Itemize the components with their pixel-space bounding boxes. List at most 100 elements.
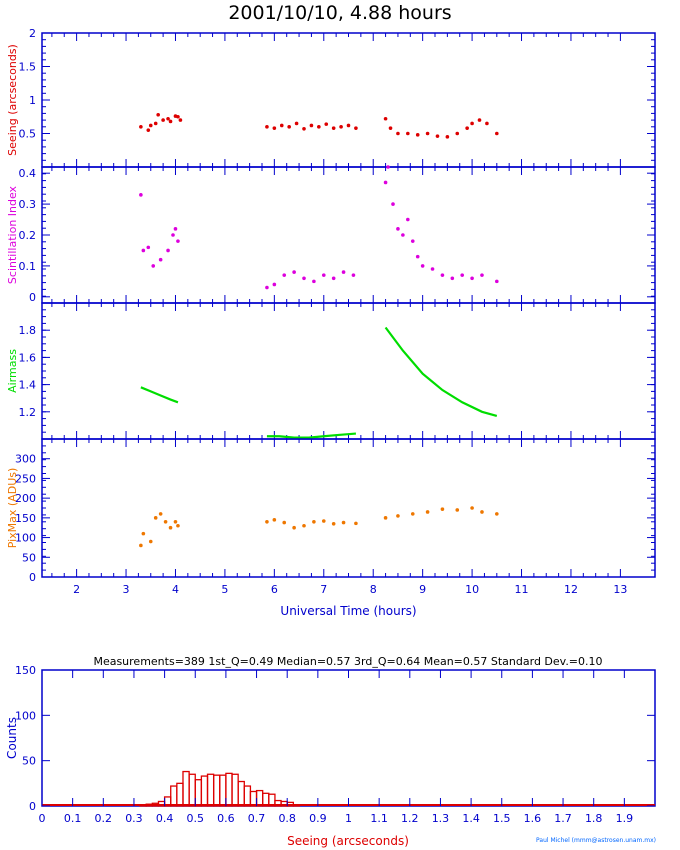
histogram-xtick-label: 0.5 <box>187 812 205 825</box>
pixmax-point <box>321 519 326 523</box>
histogram-ytick-label: 0 <box>29 800 36 813</box>
histogram-xtick-label: 1.6 <box>524 812 542 825</box>
seeing-point <box>279 123 284 128</box>
pixmax-point <box>139 543 143 548</box>
pixmax-ytick-label: 50 <box>22 551 36 564</box>
pixmax-point <box>141 531 146 536</box>
histogram-ytick-label: 100 <box>15 709 36 722</box>
scintillation-point <box>282 273 287 277</box>
seeing-ytick-label: 0.5 <box>19 128 37 141</box>
histogram-bar <box>243 785 252 807</box>
histogram-xlabel: Seeing (arcseconds) <box>287 834 409 848</box>
pixmax-ytick-label: 0 <box>29 571 36 584</box>
scintillation-ytick-label: 0.2 <box>19 229 37 242</box>
seeing-ytick-label: 1 <box>29 94 36 107</box>
histogram-bar <box>231 773 239 807</box>
time-xtick-label: 11 <box>515 583 529 596</box>
time-xtick-label: 9 <box>419 583 426 596</box>
scintillation-point <box>139 193 143 197</box>
time-xtick-label: 12 <box>564 583 578 596</box>
histogram-bar <box>176 782 184 807</box>
scintillation-point <box>495 279 499 284</box>
scintillation-point <box>272 282 277 287</box>
credit-text: Paul Michel (mmm@astrosen.unam.mx) <box>536 837 656 844</box>
scintillation-ytick-label: 0 <box>29 291 36 304</box>
histogram-xtick-label: 0.4 <box>156 812 174 825</box>
histogram-bar <box>170 785 178 807</box>
seeing-panel-frame <box>41 32 656 168</box>
pixmax-point <box>341 520 346 525</box>
pixmax-point <box>354 521 358 526</box>
seeing-point <box>406 131 410 136</box>
time-xtick-label: 2 <box>73 583 80 596</box>
pixmax-point <box>168 525 173 530</box>
histogram-xtick-label: 0.6 <box>217 812 235 825</box>
scintillation-ytick-label: 0.3 <box>19 198 37 211</box>
histogram-bar <box>182 770 190 807</box>
scintillation-point <box>406 217 410 222</box>
scintillation-point <box>440 273 445 277</box>
pixmax-ytick-label: 100 <box>15 532 36 545</box>
pixmax-point <box>331 521 336 526</box>
airmass-series-line <box>266 432 357 439</box>
scintillation-point <box>321 273 326 277</box>
seeing-ytick-label: 1.5 <box>19 61 37 74</box>
seeing-point <box>354 126 358 130</box>
histogram-bar <box>194 779 203 807</box>
seeing-point <box>477 118 482 122</box>
scintillation-point <box>401 233 405 237</box>
pixmax-point <box>158 512 163 516</box>
scintillation-point <box>331 276 336 281</box>
page-title: 2001/10/10, 4.88 hours <box>228 2 452 24</box>
histogram-bar <box>249 790 258 807</box>
airmass-series-line <box>140 386 179 404</box>
scintillation-point <box>265 285 269 290</box>
histogram-xtick-label: 1.2 <box>401 812 419 825</box>
scintillation-point <box>391 202 395 206</box>
pixmax-point <box>425 510 430 514</box>
airmass-series-line <box>384 326 498 417</box>
scintillation-point <box>430 267 435 271</box>
seeing-point <box>168 119 173 124</box>
seeing-point <box>166 116 170 121</box>
seeing-point <box>455 131 460 136</box>
histogram-stats: Measurements=389 1st_Q=0.49 Median=0.57 … <box>93 655 602 668</box>
histogram-xtick-label: 0.2 <box>95 812 113 825</box>
seeing-point <box>435 134 440 138</box>
time-xtick-label: 6 <box>271 583 278 596</box>
pixmax-point <box>265 520 269 524</box>
scintillation-point <box>470 276 474 281</box>
histogram-xtick-label: 0.7 <box>248 812 266 825</box>
seeing-point <box>339 125 343 129</box>
seeing-point <box>331 126 336 130</box>
time-xtick-label: 7 <box>320 583 327 596</box>
scintillation-point <box>151 264 156 268</box>
histogram-ytick-label: 50 <box>22 755 36 768</box>
seeing-point <box>324 122 329 126</box>
pixmax-point <box>163 520 168 524</box>
seeing-point <box>176 114 180 119</box>
scintillation-point <box>173 227 178 231</box>
pixmax-panel-frame <box>41 438 656 578</box>
seeing-point <box>415 133 420 137</box>
histogram-bar <box>188 773 196 807</box>
seeing-point <box>346 123 351 128</box>
pixmax-point <box>396 514 400 518</box>
scintillation-point <box>166 248 170 253</box>
seeing-point <box>396 131 400 136</box>
pixmax-point <box>383 516 388 520</box>
pixmax-point <box>282 520 287 525</box>
time-xlabel: Universal Time (hours) <box>280 604 416 618</box>
scintillation-point <box>420 264 425 268</box>
seeing-point <box>287 125 291 129</box>
pixmax-ytick-label: 300 <box>15 453 36 466</box>
seeing-point <box>425 131 430 136</box>
histogram-ytick-label: 150 <box>15 664 36 677</box>
scintillation-ylabel: Scintillation Index <box>6 185 19 284</box>
scintillation-point <box>171 233 175 237</box>
airmass-panel-frame <box>41 302 656 440</box>
histogram-xtick-label: 1.4 <box>462 812 480 825</box>
time-xtick-label: 8 <box>370 583 377 596</box>
scintillation-point <box>302 276 306 281</box>
